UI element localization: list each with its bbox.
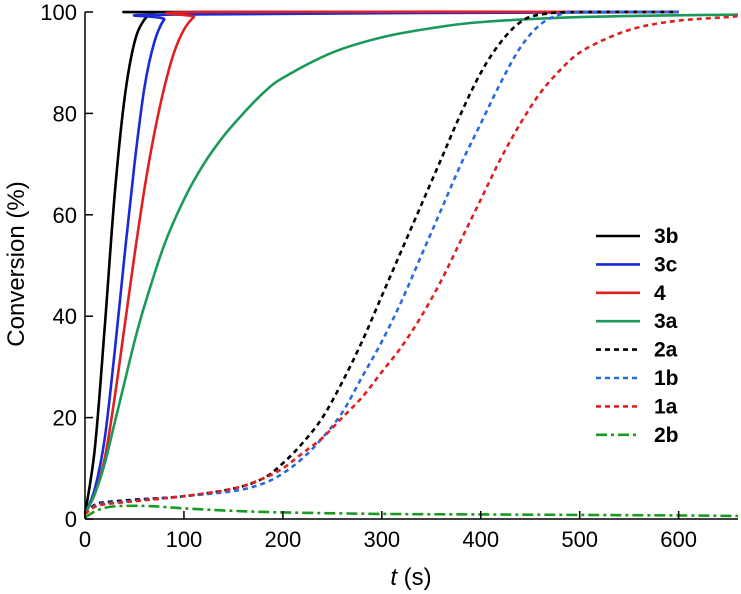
- series-line-1a: [84, 14, 739, 515]
- x-tick-label: 0: [79, 527, 91, 552]
- series-line-3c: [83, 10, 679, 515]
- y-tick-label: 60: [53, 203, 77, 228]
- y-tick-label: 80: [53, 101, 77, 126]
- series-line-2b: [84, 504, 739, 519]
- legend-label-4: 4: [654, 282, 666, 305]
- y-tick-label: 0: [65, 507, 77, 532]
- x-tick-label: 300: [363, 527, 400, 552]
- series-line-3b: [83, 10, 679, 515]
- legend-label-2a: 2a: [654, 339, 678, 362]
- x-axis-title: t (s): [390, 564, 431, 591]
- series-line-1b: [84, 10, 679, 515]
- legend-label-2b: 2b: [654, 424, 679, 447]
- series-line-3a: [83, 13, 739, 515]
- y-axis-title: Conversion (%): [3, 181, 30, 346]
- x-tick-label: 100: [166, 527, 203, 552]
- legend-label-3b: 3b: [654, 225, 679, 248]
- x-tick-label: 600: [660, 527, 697, 552]
- series-line-4: [83, 10, 679, 515]
- x-tick-label: 200: [265, 527, 302, 552]
- y-tick-label: 40: [53, 304, 77, 329]
- y-tick-label: 100: [40, 0, 77, 25]
- legend-label-1a: 1a: [654, 395, 678, 418]
- legend-label-3a: 3a: [654, 310, 678, 333]
- legend-label-3c: 3c: [654, 253, 678, 276]
- series-line-2a: [84, 10, 679, 515]
- x-tick-label: 500: [561, 527, 598, 552]
- x-tick-label: 400: [462, 527, 499, 552]
- y-tick-label: 20: [53, 406, 77, 431]
- legend-label-1b: 1b: [654, 367, 679, 390]
